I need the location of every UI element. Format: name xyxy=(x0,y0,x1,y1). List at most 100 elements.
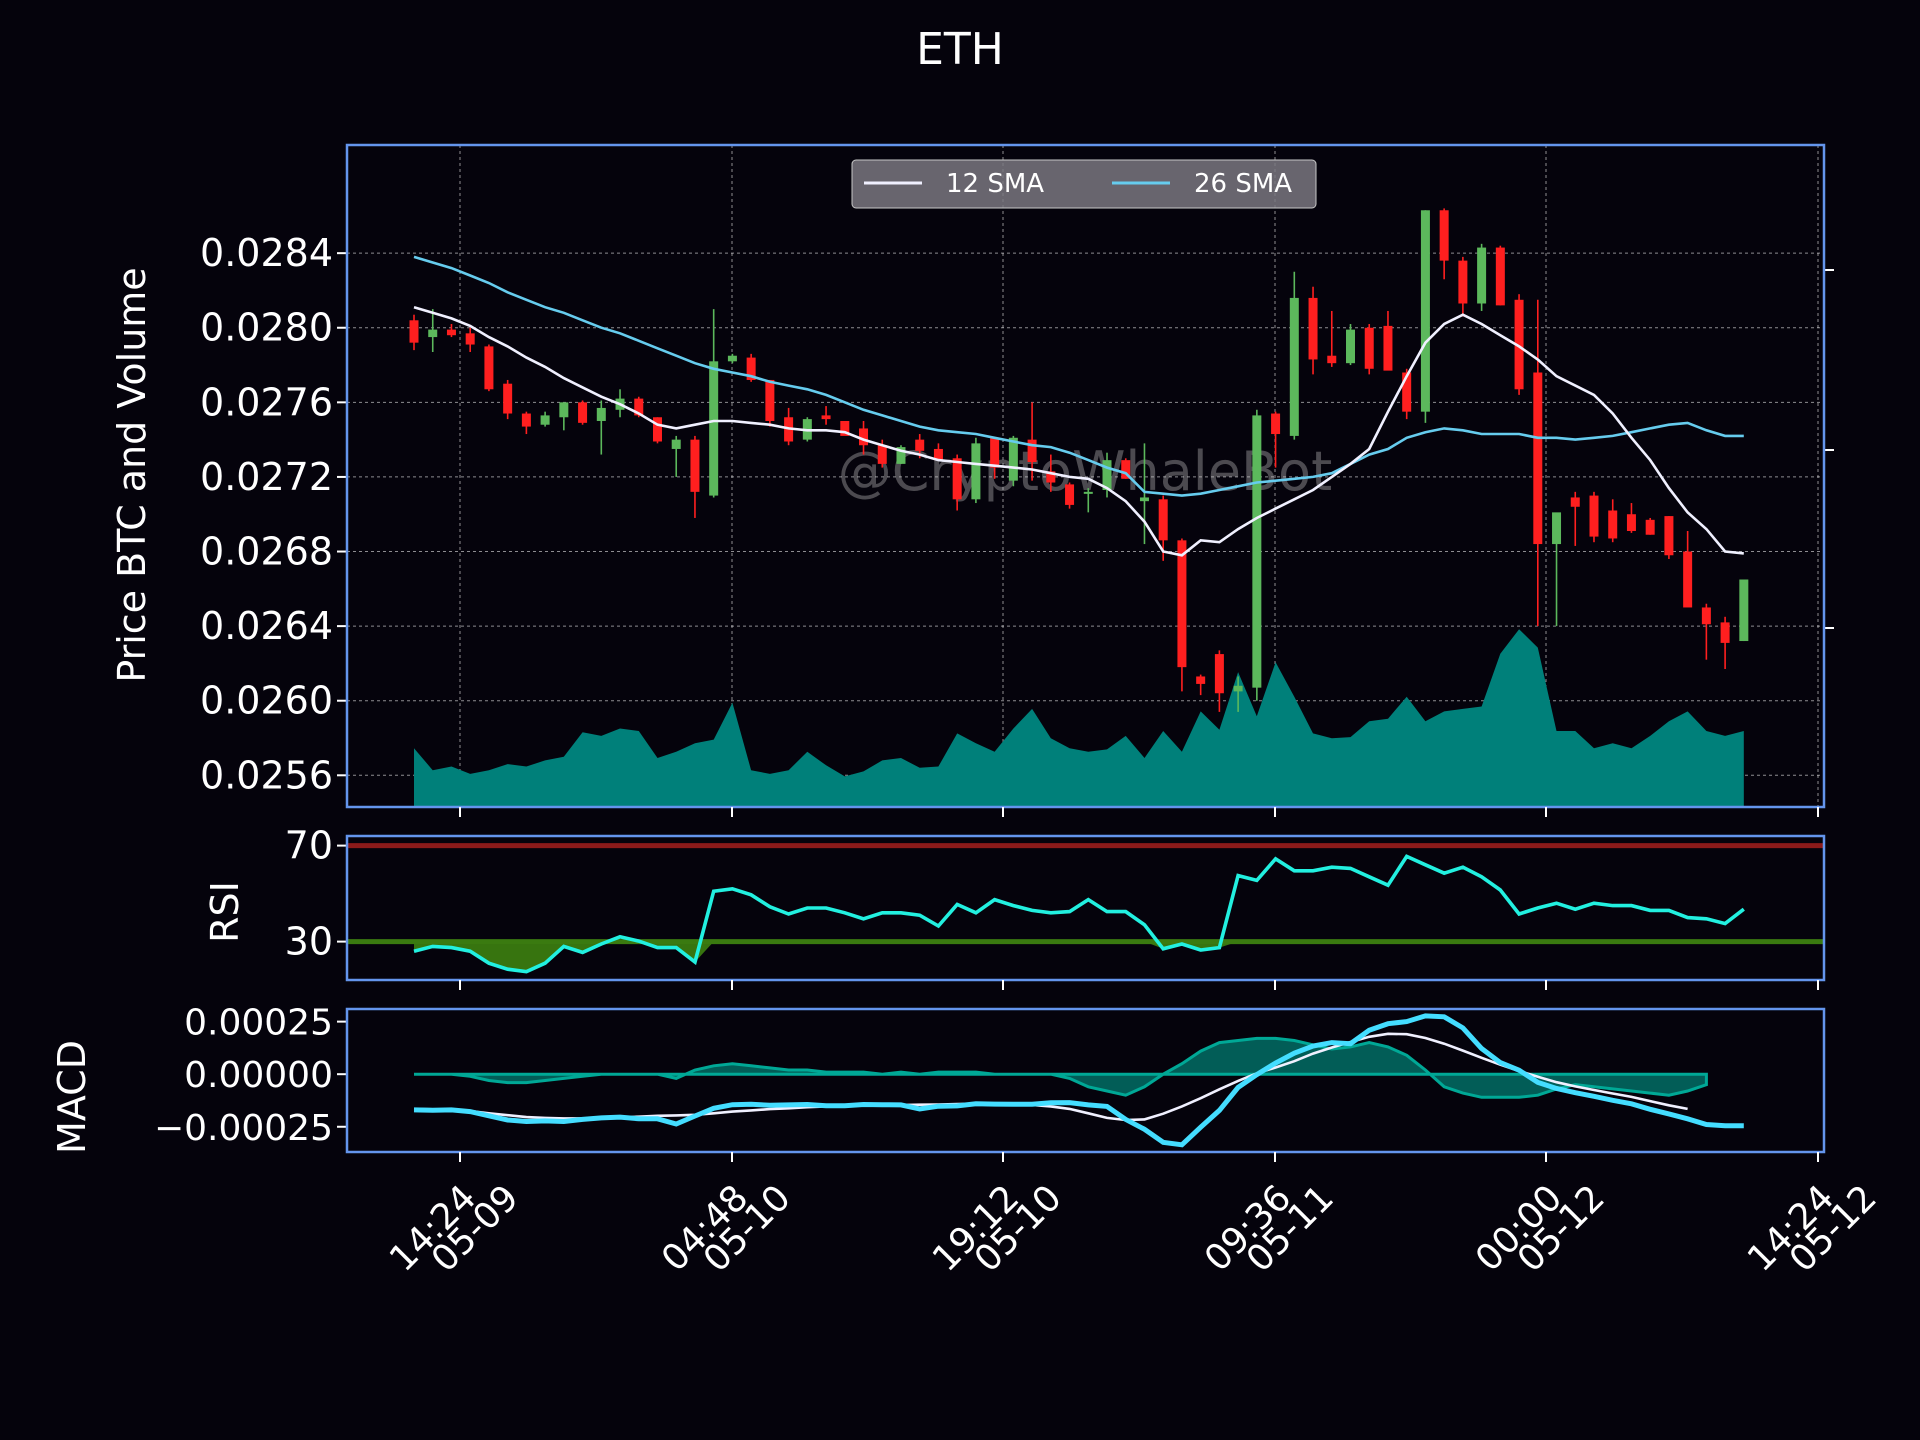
price-gridlines xyxy=(347,145,1824,807)
sma-26-line xyxy=(413,255,1744,497)
rsi-lines xyxy=(347,843,1824,974)
candle-body xyxy=(540,415,550,425)
candle-body xyxy=(952,458,962,500)
price-yticks: 0.0284 0.0280 0.0276 0.0272 0.0268 0.0264 0.02… xyxy=(200,231,1834,797)
candle-body xyxy=(840,420,850,436)
candle-body xyxy=(1626,514,1636,532)
macd-panel: MACD 0.00025 0.00000 −0.00025 xyxy=(50,1003,1826,1154)
candle-body xyxy=(1552,512,1562,545)
candle-body xyxy=(1008,437,1018,481)
candle-body xyxy=(727,355,737,362)
macd-ytick-label: 0.00025 xyxy=(184,1003,333,1044)
candle-body xyxy=(1121,460,1131,479)
candle-body xyxy=(559,402,569,418)
candle-body xyxy=(1346,329,1355,364)
candle-body xyxy=(578,402,588,423)
macd-frame xyxy=(345,1007,1826,1154)
price-ytick-label: 0.0256 xyxy=(200,753,333,797)
candle-body xyxy=(1589,495,1599,537)
candle-body xyxy=(690,439,700,492)
price-ytick-label: 0.0268 xyxy=(200,530,333,574)
rsi-ytick-label: 70 xyxy=(285,824,333,868)
candle-body xyxy=(1158,499,1168,541)
macd-ytick-label: 0.00000 xyxy=(184,1055,333,1096)
sma-12-line xyxy=(413,305,1744,557)
price-ytick-label: 0.0276 xyxy=(200,380,333,424)
sma-lines xyxy=(413,255,1744,557)
macd-histogram-area xyxy=(414,1036,1708,1099)
candle-body xyxy=(746,357,756,380)
candle-body xyxy=(409,320,419,343)
candle-body xyxy=(990,437,1000,468)
chart-title: ETH xyxy=(916,24,1004,75)
candle-body xyxy=(877,445,887,464)
price-frame xyxy=(345,143,1826,809)
candle-body xyxy=(1271,413,1281,435)
rsi-oversold-fill xyxy=(414,941,1744,972)
candle-body xyxy=(1065,484,1075,505)
candle-body xyxy=(1327,355,1337,364)
rsi-ylabel: RSI xyxy=(203,881,247,943)
candle-body xyxy=(1083,491,1093,494)
candle-body xyxy=(465,333,475,345)
candle-body xyxy=(765,379,775,421)
volume-area-shape xyxy=(414,629,1744,807)
candle-body xyxy=(1420,210,1430,412)
rsi-panel: RSI 70 30 xyxy=(203,824,1826,982)
candle-body xyxy=(1664,516,1674,556)
candle-body xyxy=(1233,685,1243,692)
candle-body xyxy=(1495,247,1505,306)
macd-ylabel: MACD xyxy=(50,1040,94,1154)
legend-label-12-sma: 12 SMA xyxy=(946,169,1044,199)
candle-body xyxy=(1608,510,1618,539)
price-ytick-label: 0.0284 xyxy=(200,231,333,275)
candle-body xyxy=(1720,622,1730,643)
candle-body xyxy=(1027,439,1037,463)
price-ytick-label: 0.0260 xyxy=(200,679,333,723)
candle-body xyxy=(1289,297,1299,436)
candle-body xyxy=(1196,676,1206,684)
candle-body xyxy=(1308,297,1318,360)
candle-body xyxy=(446,329,456,336)
candle-body xyxy=(521,413,531,427)
rsi-frame xyxy=(345,834,1826,982)
price-ytick-label: 0.0272 xyxy=(200,455,333,499)
candle-body xyxy=(1402,372,1412,412)
candle-body xyxy=(1364,327,1374,369)
candle-body xyxy=(933,448,943,461)
macd-lines xyxy=(413,1013,1744,1148)
candle-body xyxy=(428,329,438,338)
candle-body xyxy=(634,398,644,416)
candle-body xyxy=(1439,210,1449,261)
candle-body xyxy=(971,443,981,500)
macd-yticks: 0.00025 0.00000 −0.00025 xyxy=(154,1003,347,1149)
candle-body xyxy=(1739,579,1749,642)
candle-body xyxy=(1139,497,1149,502)
candle-body xyxy=(484,346,494,390)
candle-body xyxy=(709,361,719,496)
price-panel: Price BTC and Volume 0.02840.02800.02760… xyxy=(110,143,1834,809)
price-ytick-label: 0.0264 xyxy=(200,604,333,648)
macd-ytick-label: −0.00025 xyxy=(154,1108,333,1149)
candle-body xyxy=(1645,519,1655,535)
candle-body xyxy=(896,447,906,464)
rsi-line xyxy=(413,854,1745,974)
rsi-yticks: 70 30 xyxy=(285,824,347,964)
candle-body xyxy=(1683,551,1693,608)
candle-body xyxy=(1514,299,1524,390)
macd-line xyxy=(413,1013,1744,1148)
candle-body xyxy=(652,417,662,442)
candle-body xyxy=(503,383,513,414)
candle-body xyxy=(1383,325,1393,371)
sma-legend: 12 SMA 26 SMA xyxy=(851,159,1317,209)
candle-body xyxy=(1477,247,1487,304)
volume-area xyxy=(414,629,1744,807)
candle-body xyxy=(821,415,831,420)
candle-body xyxy=(596,407,606,421)
